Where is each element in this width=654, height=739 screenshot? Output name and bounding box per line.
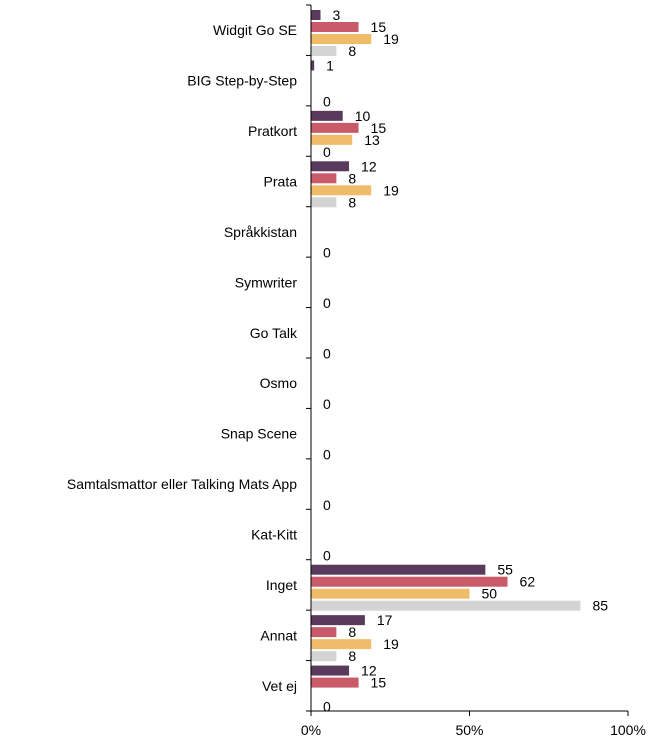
value-label: 8 [348, 624, 356, 640]
bar [311, 34, 372, 44]
value-label: 0 [323, 245, 331, 261]
value-label: 0 [323, 547, 331, 563]
category-labels-layer: Widgit Go SE BIG Step-by-Step Pratkort Prat… [67, 22, 298, 694]
bar [311, 46, 337, 56]
category-label: BIG Step-by-Step [187, 73, 297, 89]
bar [311, 60, 315, 71]
value-label: 3 [333, 7, 341, 23]
x-tick-label: 100% [610, 722, 646, 738]
value-label: 8 [348, 194, 356, 210]
bar [311, 588, 470, 599]
bar [311, 110, 343, 121]
value-label: 0 [323, 497, 331, 513]
value-label: 0 [323, 144, 331, 160]
x-tick-label: 0% [301, 722, 321, 738]
value-label: 19 [383, 636, 399, 652]
bar [311, 576, 508, 587]
bar [311, 665, 350, 676]
value-label: 0 [323, 295, 331, 311]
value-label: 12 [361, 663, 377, 679]
category-label: Widgit Go SE [213, 22, 297, 38]
value-label: 10 [355, 108, 371, 124]
bar [311, 10, 321, 20]
category-label: Vet ej [262, 678, 297, 694]
bar [311, 185, 372, 196]
bar [311, 197, 337, 208]
bar [311, 677, 359, 688]
value-label: 17 [377, 612, 393, 628]
value-label: 0 [323, 699, 331, 715]
value-label: 15 [371, 19, 387, 35]
value-label: 0 [323, 396, 331, 412]
bar [311, 615, 365, 626]
category-label: Språkkistan [224, 224, 297, 240]
bars-layer [311, 10, 581, 688]
value-label: 8 [348, 43, 356, 59]
value-label: 19 [383, 182, 399, 198]
category-label: Annat [260, 627, 297, 643]
category-label: Go Talk [250, 325, 298, 341]
value-label: 50 [482, 586, 498, 602]
bar [311, 173, 337, 184]
value-label: 12 [361, 158, 377, 174]
category-label: Kat-Kitt [251, 527, 297, 543]
x-ticks-layer: 0% 50% 100% [301, 4, 646, 738]
bar [311, 651, 337, 662]
category-label: Symwriter [235, 274, 298, 290]
value-label: 19 [383, 31, 399, 47]
bar [311, 639, 372, 650]
category-label: Pratkort [248, 123, 297, 139]
bar [311, 161, 350, 172]
value-label: 55 [497, 562, 513, 578]
value-label: 15 [371, 120, 387, 136]
category-label: Osmo [260, 375, 298, 391]
value-label: 0 [323, 446, 331, 462]
bar [311, 627, 337, 638]
bar [311, 122, 359, 133]
value-label: 62 [520, 574, 536, 590]
x-tick-label: 50% [455, 722, 483, 738]
value-label: 13 [364, 132, 380, 148]
bar [311, 600, 581, 611]
value-label: 8 [348, 648, 356, 664]
value-label: 0 [323, 346, 331, 362]
category-label: Snap Scene [221, 426, 297, 442]
value-label: 85 [592, 598, 608, 614]
bar [311, 564, 486, 575]
category-label: Samtalsmattor eller Talking Mats App [67, 476, 297, 492]
bar [311, 134, 353, 145]
category-label: Prata [264, 174, 298, 190]
bar [311, 22, 359, 32]
value-label: 8 [348, 170, 356, 186]
value-label: 1 [326, 57, 334, 73]
value-label: 0 [323, 93, 331, 109]
value-labels-layer: 3110125517121515862815191319501980080000… [323, 7, 608, 715]
value-label: 15 [371, 675, 387, 691]
category-label: Inget [266, 577, 297, 593]
